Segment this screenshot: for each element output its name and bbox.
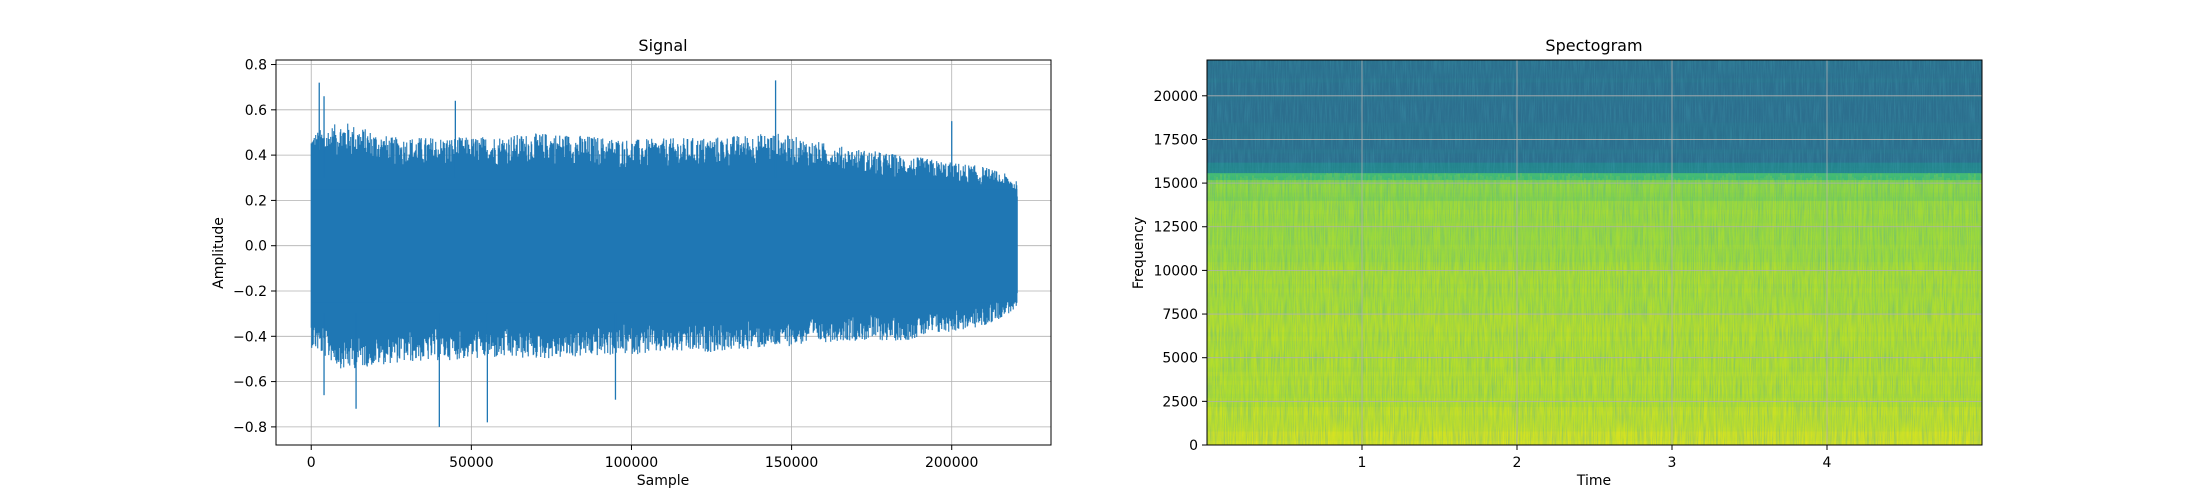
- spectrogram-y-tick-label: 17500: [1153, 132, 1198, 148]
- signal-waveform-core: [311, 189, 1018, 303]
- spectrogram-y-tick-label: 10000: [1153, 263, 1198, 279]
- spectrogram-axes-frame: [1206, 59, 1983, 446]
- signal-y-tick-label: −0.4: [233, 329, 267, 345]
- spectrogram-y-label: Frequency: [1131, 217, 1147, 289]
- signal-x-tick-label: 0: [307, 455, 316, 471]
- signal-y-tick-label: 0.8: [245, 58, 267, 74]
- spectrogram-y-tick-label: 2500: [1162, 394, 1198, 410]
- signal-y-tick-label: 0.2: [245, 193, 267, 209]
- signal-waveform: [310, 80, 1018, 427]
- spectrogram-y-tick-label: 0: [1189, 438, 1198, 454]
- spectrogram-x-tick-label: 4: [1823, 455, 1832, 471]
- spectrogram-x-tick-label: 2: [1513, 455, 1522, 471]
- spectrogram-y-ticks: 0 2500 5000 7500 10000 12500 15000 17500 20000: [1153, 89, 1207, 454]
- signal-y-tick-label: −0.8: [233, 420, 267, 436]
- signal-y-tick-label: −0.6: [233, 375, 267, 391]
- signal-title: Signal: [638, 36, 687, 55]
- signal-x-tick-label: 150000: [765, 455, 818, 471]
- spectrogram-plot: 1 2 3 4 0 2500 5000 7500 10000 12500 15000 17500 20…: [1131, 36, 1983, 489]
- spectrogram-y-tick-label: 15000: [1153, 176, 1198, 192]
- signal-plot: 0 50000 100000 150000 200000 0.8 0.6 0.4 0.2 0.0…: [211, 36, 1052, 489]
- spectrogram-x-tick-label: 1: [1358, 455, 1367, 471]
- spectrogram-y-tick-label: 12500: [1153, 220, 1198, 236]
- signal-axes-frame: [275, 59, 1052, 446]
- signal-y-label: Amplitude: [211, 217, 227, 289]
- signal-x-ticks: 0 50000 100000 150000 200000: [307, 445, 978, 471]
- signal-x-tick-label: 50000: [449, 455, 494, 471]
- signal-x-tick-label: 200000: [925, 455, 978, 471]
- signal-y-tick-label: −0.2: [233, 284, 267, 300]
- signal-x-tick-label: 100000: [605, 455, 658, 471]
- signal-y-ticks: 0.8 0.6 0.4 0.2 0.0 −0.2 −0.4 −0.6 −0.8: [233, 58, 276, 436]
- signal-y-tick-label: 0.0: [245, 239, 267, 255]
- spectrogram-title: Spectogram: [1545, 36, 1642, 55]
- spectrogram-y-tick-label: 5000: [1162, 351, 1198, 367]
- spectrogram-x-tick-label: 3: [1668, 455, 1677, 471]
- spectrogram-y-tick-label: 20000: [1153, 89, 1198, 105]
- spectrogram-y-tick-label: 7500: [1162, 307, 1198, 323]
- spectrogram-x-label: Time: [1576, 473, 1611, 489]
- signal-x-label: Sample: [637, 473, 690, 489]
- signal-y-tick-label: 0.6: [245, 103, 267, 119]
- signal-y-tick-label: 0.4: [245, 148, 267, 164]
- spectrogram-x-ticks: 1 2 3 4: [1358, 445, 1832, 471]
- spectrogram-texture: [1207, 60, 1982, 445]
